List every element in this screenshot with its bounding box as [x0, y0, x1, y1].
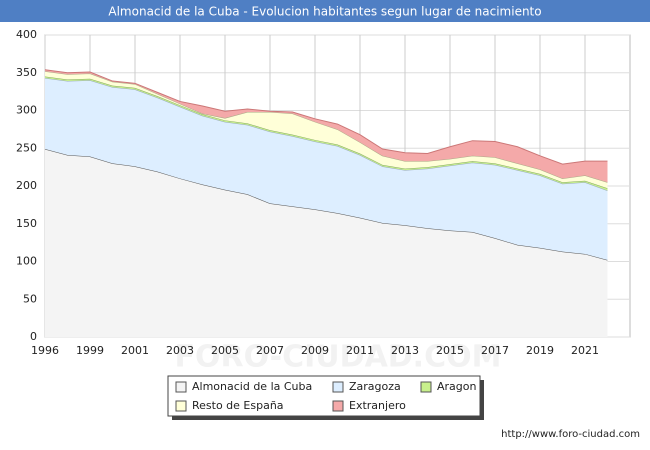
area — [45, 149, 608, 337]
y-tick-label: 200 — [16, 179, 37, 192]
x-tick-label: 2011 — [346, 344, 374, 357]
legend-label: Resto de España — [192, 399, 284, 412]
y-tick-label: 0 — [30, 330, 37, 343]
x-tick-label: 1999 — [76, 344, 104, 357]
area — [45, 71, 608, 189]
legend-label: Aragon — [437, 380, 477, 393]
area — [45, 69, 608, 183]
y-tick-label: 50 — [23, 292, 37, 305]
y-tick-label: 350 — [16, 66, 37, 79]
y-tick-label: 400 — [16, 28, 37, 41]
x-tick-label: 2007 — [256, 344, 284, 357]
y-tick-label: 250 — [16, 141, 37, 154]
legend-label: Extranjero — [349, 399, 406, 412]
x-tick-label: 2019 — [526, 344, 554, 357]
y-tick-label: 150 — [16, 217, 37, 230]
x-tick-label: 2017 — [481, 344, 509, 357]
legend-label: Zaragoza — [349, 380, 401, 393]
area-line — [44, 69, 608, 165]
y-tick-label: 100 — [16, 255, 37, 268]
chart-title: Almonacid de la Cuba - Evolucion habitan… — [108, 5, 541, 19]
x-tick-label: 2003 — [166, 344, 194, 357]
legend-swatch — [332, 400, 344, 412]
legend-label: Almonacid de la Cuba — [192, 380, 312, 393]
x-tick-label: 2013 — [391, 344, 419, 357]
title-bar — [0, 0, 650, 22]
area — [45, 78, 608, 260]
x-tick-label: 2009 — [301, 344, 329, 357]
legend-swatch — [175, 381, 187, 393]
x-tick-label: 2001 — [121, 344, 149, 357]
x-tick-label: 2005 — [211, 344, 239, 357]
legend-swatch — [420, 381, 432, 393]
x-tick-label: 2015 — [436, 344, 464, 357]
x-tick-label: 2021 — [571, 344, 599, 357]
watermark: FORO-CIUDAD.COM — [175, 340, 502, 375]
source: http://www.foro-ciudad.com — [501, 429, 640, 440]
x-tick-label: 1996 — [31, 344, 59, 357]
legend-swatch — [175, 400, 187, 412]
y-tick-label: 300 — [16, 104, 37, 117]
legend-swatch — [332, 381, 344, 393]
